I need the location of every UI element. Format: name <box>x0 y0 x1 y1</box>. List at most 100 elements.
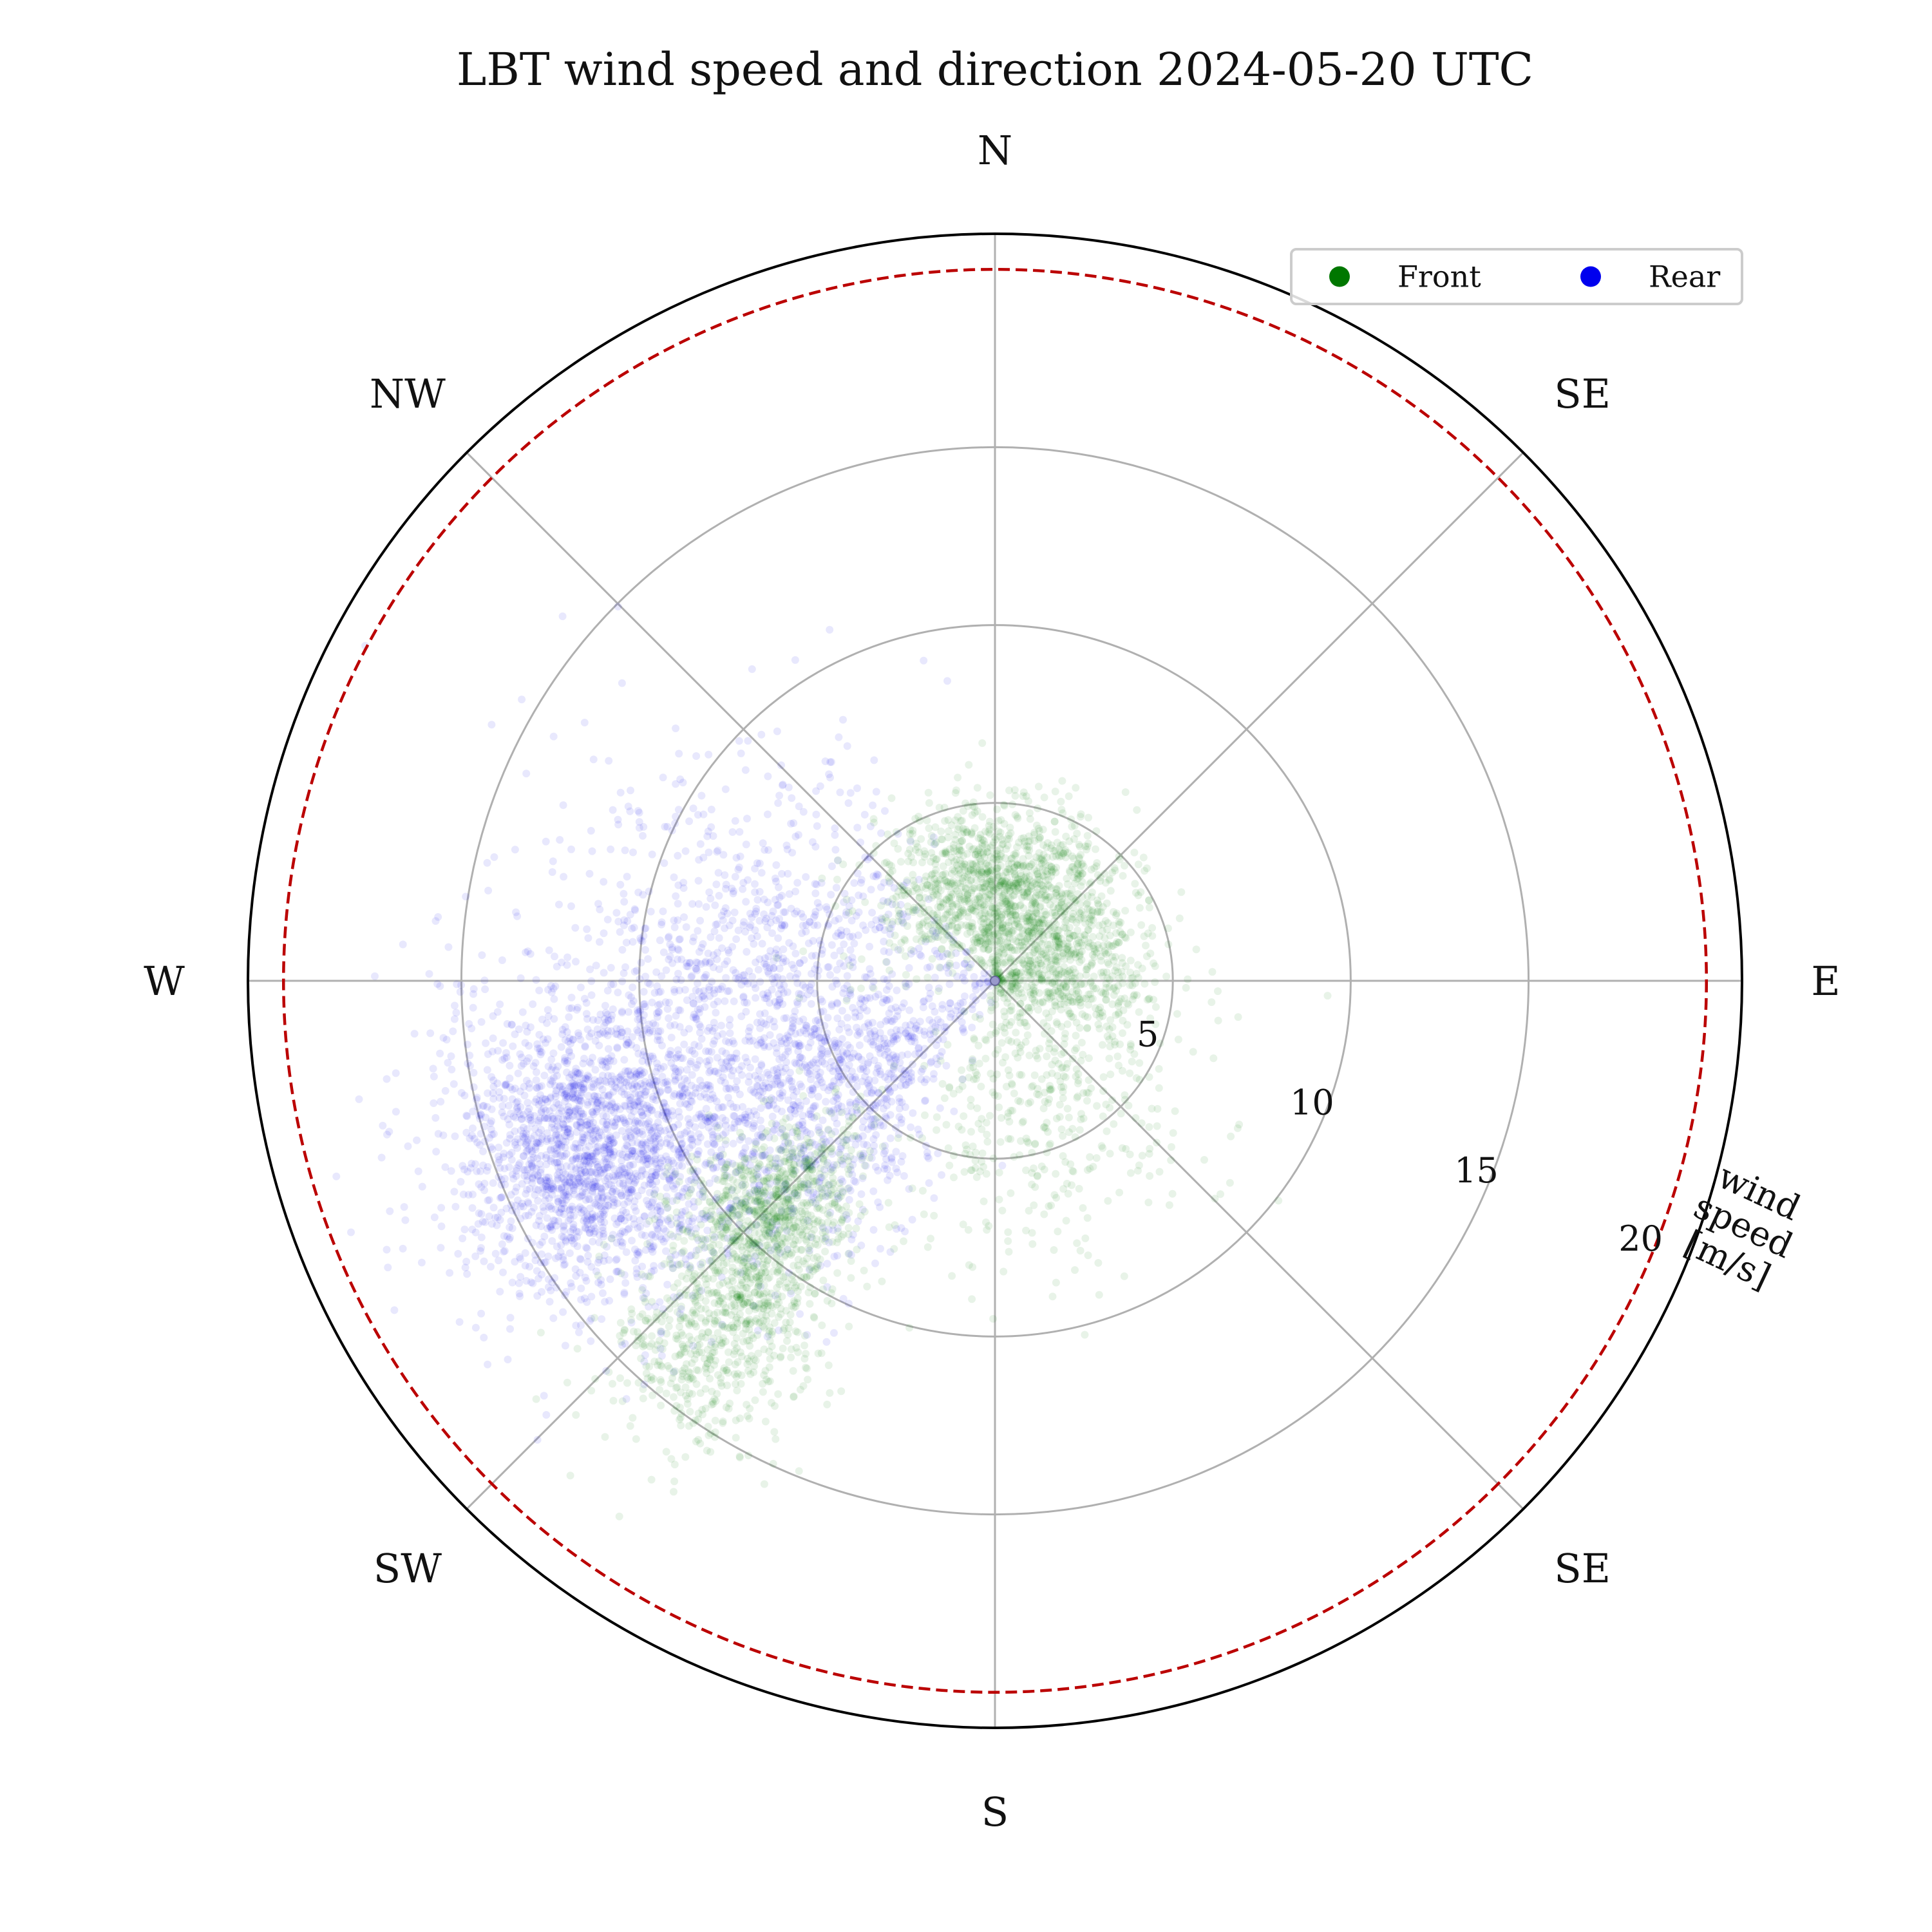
data-point <box>721 785 730 793</box>
data-point <box>603 915 612 923</box>
data-point <box>702 1084 710 1092</box>
data-point <box>621 1184 630 1193</box>
data-point <box>558 1183 566 1191</box>
data-point <box>404 1142 412 1150</box>
data-point <box>567 1227 574 1236</box>
data-point <box>504 1356 512 1363</box>
data-point <box>552 1283 560 1292</box>
data-point <box>656 936 664 945</box>
data-point <box>887 1070 895 1078</box>
data-point <box>496 1000 504 1009</box>
data-point <box>564 1057 572 1065</box>
data-point <box>533 1095 540 1103</box>
data-point <box>503 1232 511 1240</box>
data-point <box>728 828 737 836</box>
data-point <box>913 843 922 851</box>
data-point <box>542 1151 551 1159</box>
data-point <box>637 1079 645 1088</box>
data-point <box>675 750 683 758</box>
data-point <box>731 873 739 881</box>
data-point <box>558 1030 567 1038</box>
data-point <box>650 1124 658 1132</box>
data-point <box>585 1058 594 1066</box>
data-point <box>493 1008 502 1016</box>
data-point <box>582 1168 589 1177</box>
data-point <box>535 1128 543 1137</box>
data-point <box>720 907 728 916</box>
data-point <box>620 1200 628 1209</box>
data-point <box>640 1027 649 1035</box>
data-point <box>531 1171 539 1179</box>
data-point <box>876 1049 884 1057</box>
data-point <box>512 1167 520 1175</box>
data-point <box>500 1112 508 1121</box>
data-point <box>843 1050 851 1058</box>
data-point <box>755 1066 763 1075</box>
data-point <box>609 980 618 989</box>
data-point <box>489 1012 497 1020</box>
data-point <box>535 1117 543 1124</box>
data-point <box>506 1135 514 1142</box>
data-point <box>621 1279 630 1287</box>
data-point <box>959 1024 967 1032</box>
data-point <box>612 1238 621 1247</box>
data-point <box>536 1160 544 1168</box>
data-point <box>728 1054 736 1062</box>
data-point <box>986 791 994 799</box>
data-point <box>882 1017 890 1025</box>
data-point <box>957 847 965 855</box>
data-point <box>625 991 633 999</box>
data-point <box>529 1175 536 1183</box>
data-point <box>656 1233 664 1241</box>
data-point <box>609 1153 617 1161</box>
data-point <box>909 871 917 879</box>
data-point <box>454 1249 462 1258</box>
data-point <box>567 1211 574 1219</box>
data-point <box>925 882 934 890</box>
data-point <box>704 949 712 958</box>
data-point <box>576 1177 584 1186</box>
data-point <box>620 1084 628 1093</box>
data-point <box>547 1222 555 1231</box>
data-point <box>819 946 826 954</box>
data-point <box>632 1072 641 1081</box>
data-point <box>828 862 836 871</box>
data-point <box>985 911 992 919</box>
data-point <box>560 1125 569 1133</box>
data-point <box>788 961 796 969</box>
data-point <box>463 1270 471 1278</box>
data-point <box>647 1137 655 1145</box>
data-point <box>583 1153 592 1160</box>
data-point <box>418 1182 426 1191</box>
grid-circle <box>460 446 1530 1516</box>
data-point <box>830 1253 838 1261</box>
data-point <box>680 913 688 922</box>
data-point <box>731 817 739 825</box>
data-point <box>579 1059 587 1068</box>
data-point <box>553 1072 561 1080</box>
data-point <box>691 1123 699 1132</box>
data-point <box>500 1054 509 1063</box>
data-point <box>480 1137 489 1146</box>
data-point <box>951 1015 960 1023</box>
data-point <box>515 1289 524 1298</box>
data-point <box>483 1066 491 1074</box>
data-point <box>785 1036 793 1045</box>
data-point <box>839 860 848 869</box>
data-point <box>862 1067 871 1075</box>
data-point <box>1043 853 1051 862</box>
data-point <box>631 1117 639 1125</box>
data-point <box>522 1141 531 1149</box>
data-point <box>488 1220 496 1228</box>
data-point <box>568 1157 576 1165</box>
data-point <box>687 1057 695 1066</box>
data-point <box>884 830 892 838</box>
data-point <box>570 1082 578 1090</box>
data-point <box>702 971 710 979</box>
data-point <box>968 1023 976 1032</box>
data-point <box>473 1103 482 1111</box>
data-point <box>502 1049 510 1057</box>
data-point <box>509 1175 518 1183</box>
data-point <box>694 927 702 935</box>
data-point <box>544 1035 552 1043</box>
